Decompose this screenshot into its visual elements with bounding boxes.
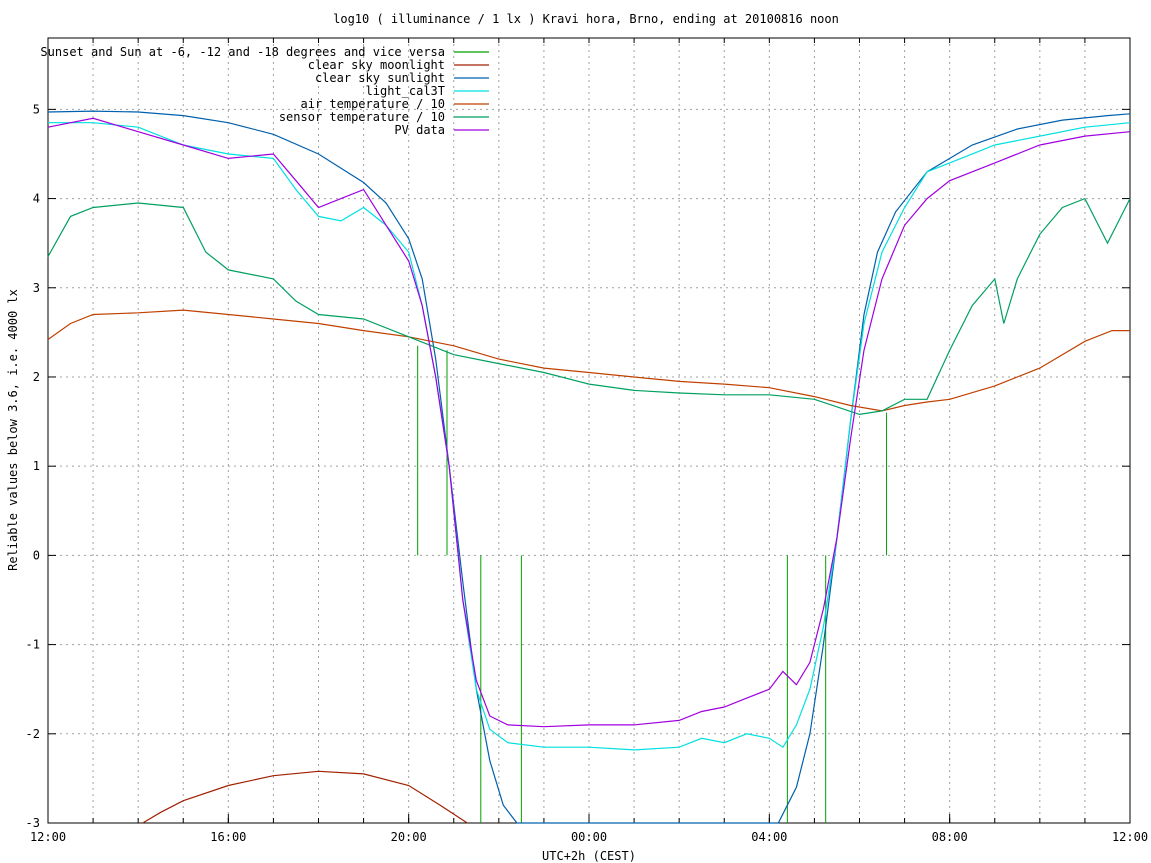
series-line [47,197,1131,416]
chart-title: log10 ( illuminance / 1 lx ) Kravi hora,… [333,12,839,26]
y-tick-label: 4 [33,192,40,206]
series-line [47,117,1131,728]
legend-label: PV data [394,123,445,137]
y-tick-label: -3 [26,816,40,830]
x-axis-label: UTC+2h (CEST) [542,849,636,863]
legend-label: clear sky moonlight [308,58,445,72]
x-tick-label: 20:00 [391,830,427,844]
x-tick-label: 00:00 [571,830,607,844]
y-tick-label: -2 [26,727,40,741]
y-tick-label: 0 [33,548,40,562]
y-tick-label: 2 [33,370,40,384]
legend-label: air temperature / 10 [301,97,446,111]
series-line [48,122,1131,751]
tick-marks: -3 -2 -1 0 1 2 3 4 5 12:00 16:00 20:00 00:00 04:00 08:… [26,38,1148,844]
x-tick-label: 12:00 [1112,830,1148,844]
legend-label: clear sky sunlight [315,71,445,85]
grid [48,38,1130,823]
y-tick-label: 3 [33,281,40,295]
x-tick-label: 16:00 [210,830,246,844]
x-tick-label: 04:00 [751,830,787,844]
series-line [47,110,1131,824]
series-line [47,309,1130,412]
legend-label: sensor temperature / 10 [279,110,445,124]
y-tick-label: 1 [33,459,40,473]
x-tick-label: 08:00 [932,830,968,844]
y-tick-label: 5 [33,102,40,116]
series-line [142,770,468,824]
x-tick-label: 12:00 [30,830,66,844]
legend-label: Sunset and Sun at -6, -12 and -18 degree… [40,45,445,59]
legend-label: light_cal3T [366,84,445,98]
y-tick-label: -1 [26,638,40,652]
legend: Sunset and Sun at -6, -12 and -18 degree… [40,45,489,137]
y-axis-label: Reliable values below 3.6, i.e. 4000 lx [6,289,20,571]
series-group [47,110,1131,824]
